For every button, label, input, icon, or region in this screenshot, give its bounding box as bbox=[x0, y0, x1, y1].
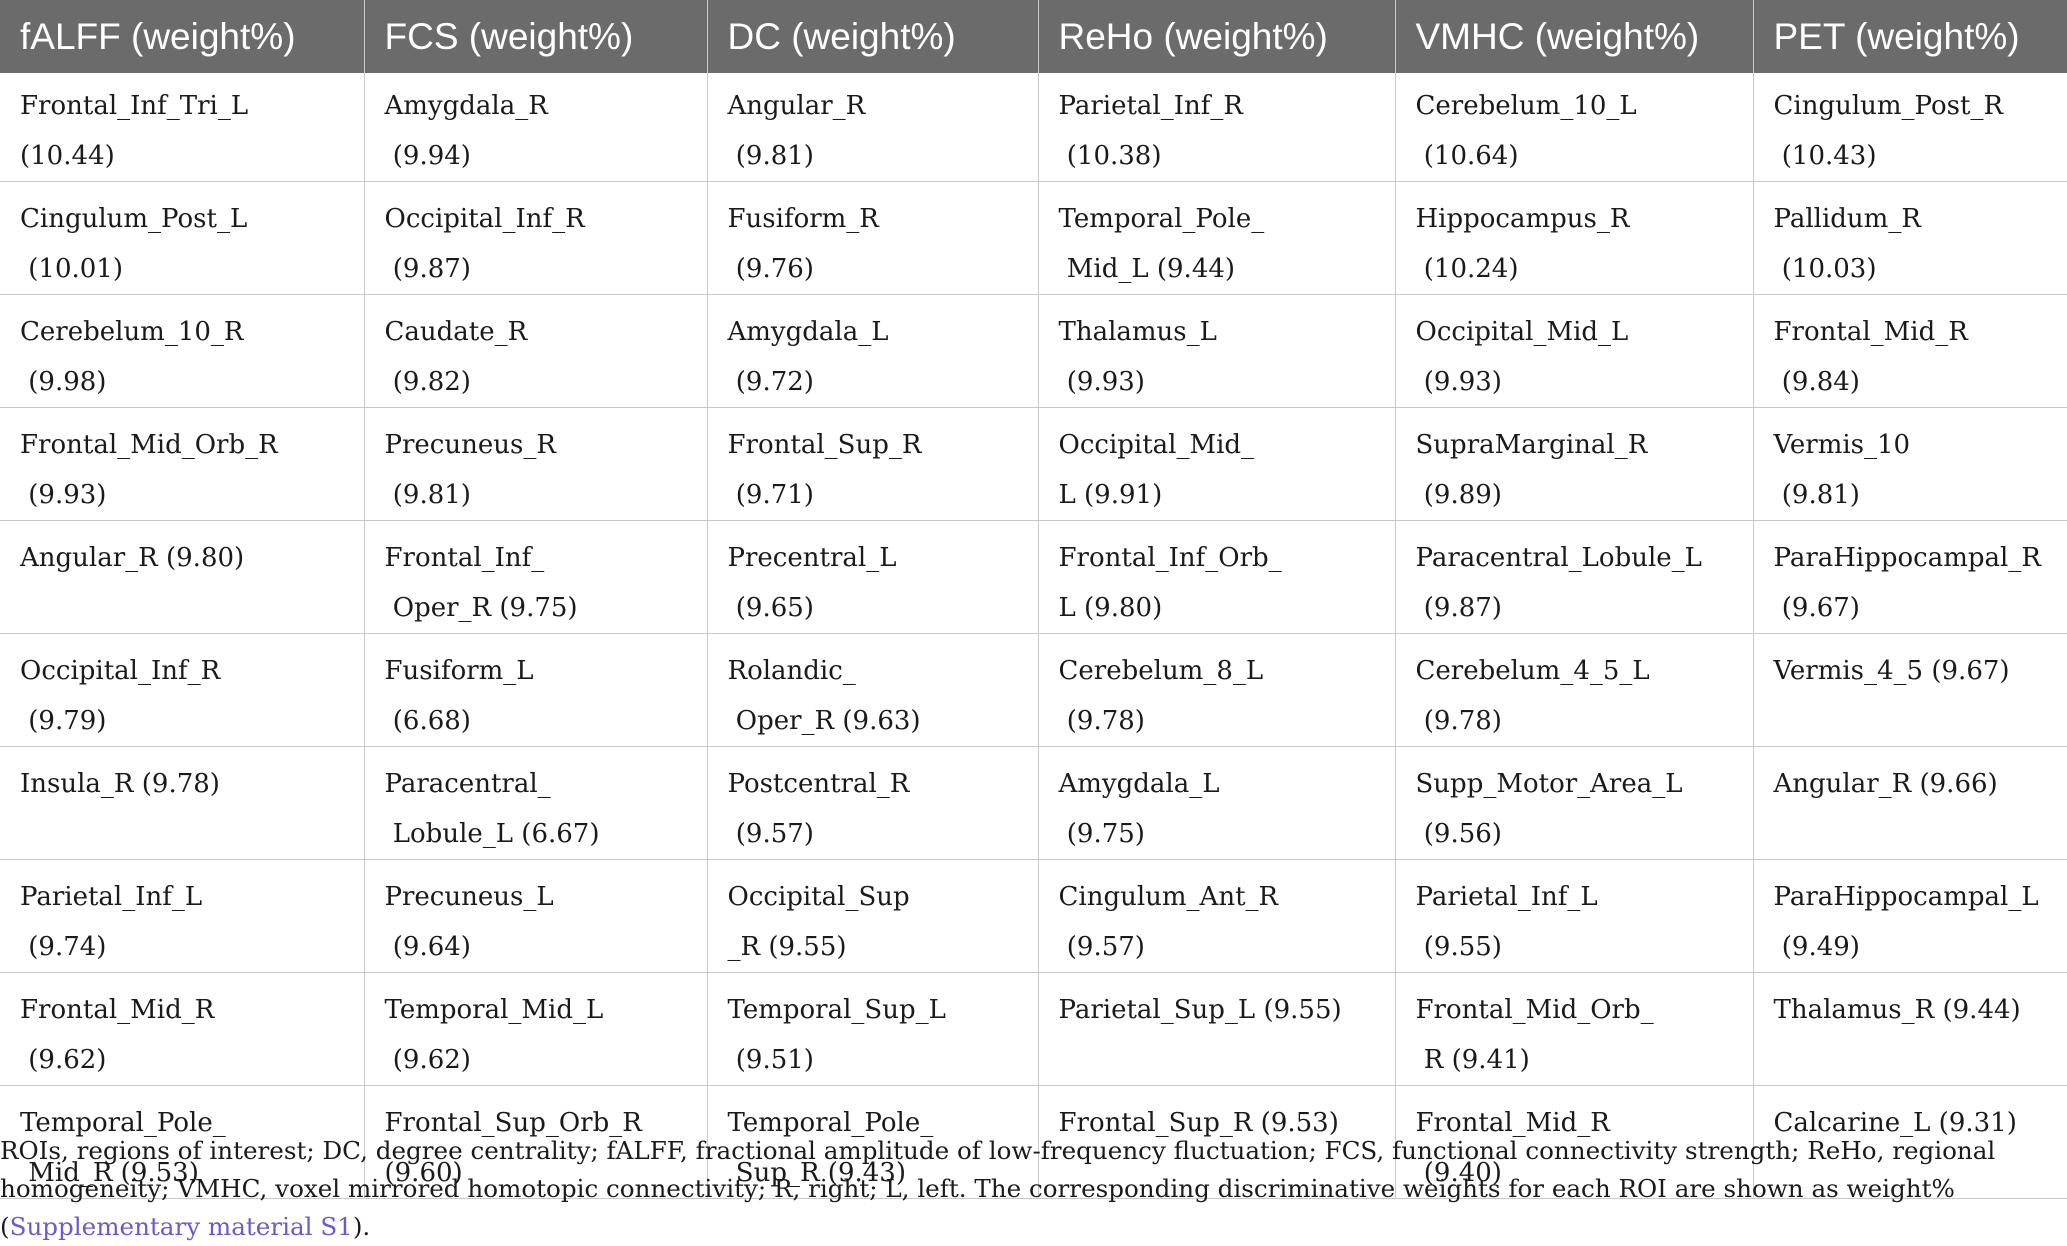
table-cell: Paracentral_Lobule_L (9.87) bbox=[1395, 520, 1754, 634]
table-cell: Parietal_Inf_L (9.55) bbox=[1395, 859, 1754, 973]
table-cell: Parietal_Sup_L (9.55) bbox=[1038, 972, 1396, 1086]
table-cell: Cerebelum_4_5_L (9.78) bbox=[1395, 633, 1754, 747]
table-cell: Temporal_Pole_ Sup_R (9.43) bbox=[707, 1085, 1039, 1199]
table-cell: Cingulum_Post_R (10.43) bbox=[1753, 73, 2067, 182]
table-cell: Frontal_Sup_Orb_R (9.60) bbox=[364, 1085, 708, 1199]
header-vmhc: VMHC (weight%) bbox=[1395, 0, 1754, 73]
table-cell: Precuneus_R (9.81) bbox=[364, 407, 708, 521]
table-cell: Amygdala_R (9.94) bbox=[364, 73, 708, 182]
footnote-closing: ). bbox=[352, 1212, 371, 1241]
table-cell: Cerebelum_8_L (9.78) bbox=[1038, 633, 1396, 747]
table-cell: Temporal_Mid_L (9.62) bbox=[364, 972, 708, 1086]
table-cell: Paracentral_ Lobule_L (6.67) bbox=[364, 746, 708, 860]
table-cell: Precuneus_L (9.64) bbox=[364, 859, 708, 973]
table-cell: Precentral_L (9.65) bbox=[707, 520, 1039, 634]
table-cell: Postcentral_R (9.57) bbox=[707, 746, 1039, 860]
table-header-row: fALFF (weight%) FCS (weight%) DC (weight… bbox=[0, 0, 2067, 73]
table-cell: Frontal_Sup_R (9.71) bbox=[707, 407, 1039, 521]
table-cell: Calcarine_L (9.31) bbox=[1753, 1085, 2067, 1199]
table-cell: Occipital_Mid_ L (9.91) bbox=[1038, 407, 1396, 521]
table-row: Parietal_Inf_L (9.74) Precuneus_L (9.64) O… bbox=[0, 859, 2067, 973]
table-row: Occipital_Inf_R (9.79) Fusiform_L (6.68) R… bbox=[0, 633, 2067, 747]
table-cell: Frontal_Mid_Orb_ R (9.41) bbox=[1395, 972, 1754, 1086]
table-cell: Angular_R (9.66) bbox=[1753, 746, 2067, 860]
table-cell: Parietal_Inf_L (9.74) bbox=[0, 859, 365, 973]
table-cell: Fusiform_L (6.68) bbox=[364, 633, 708, 747]
table-cell: ParaHippocampal_R (9.67) bbox=[1753, 520, 2067, 634]
table-cell: Fusiform_R (9.76) bbox=[707, 181, 1039, 295]
table-body: Frontal_Inf_Tri_L (10.44) Amygdala_R (9.9… bbox=[0, 73, 2067, 1199]
table-row: Angular_R (9.80) Frontal_Inf_ Oper_R (9.7… bbox=[0, 520, 2067, 634]
table-cell: Frontal_Inf_ Oper_R (9.75) bbox=[364, 520, 708, 634]
table-row: Cingulum_Post_L (10.01) Occipital_Inf_R (… bbox=[0, 181, 2067, 295]
table-cell: Temporal_Pole_ Mid_R (9.53) bbox=[0, 1085, 365, 1199]
header-falff: fALFF (weight%) bbox=[0, 0, 365, 73]
header-fcs: FCS (weight%) bbox=[364, 0, 708, 73]
table-cell: Amygdala_L (9.72) bbox=[707, 294, 1039, 408]
table-footnote: ROIs, regions of interest; DC, degree ce… bbox=[0, 1132, 2060, 1246]
table-cell: SupraMarginal_R (9.89) bbox=[1395, 407, 1754, 521]
table-cell: Cerebelum_10_L (10.64) bbox=[1395, 73, 1754, 182]
table-cell: Cingulum_Ant_R (9.57) bbox=[1038, 859, 1396, 973]
table-cell: Thalamus_L (9.93) bbox=[1038, 294, 1396, 408]
table-cell: Frontal_Mid_R (9.84) bbox=[1753, 294, 2067, 408]
table-row: Cerebelum_10_R (9.98) Caudate_R (9.82) Amy… bbox=[0, 294, 2067, 408]
table-cell: Occipital_Inf_R (9.87) bbox=[364, 181, 708, 295]
supplementary-link[interactable]: Supplementary material S1 bbox=[9, 1212, 353, 1241]
table-row: Temporal_Pole_ Mid_R (9.53) Frontal_Sup_O… bbox=[0, 1085, 2067, 1199]
table-row: Insula_R (9.78) Paracentral_ Lobule_L (6.… bbox=[0, 746, 2067, 860]
table-cell: Hippocampus_R (10.24) bbox=[1395, 181, 1754, 295]
table-cell: Angular_R (9.80) bbox=[0, 520, 365, 634]
table-cell: Cerebelum_10_R (9.98) bbox=[0, 294, 365, 408]
table-cell: Frontal_Inf_Tri_L (10.44) bbox=[0, 73, 365, 182]
table-cell: Amygdala_L (9.75) bbox=[1038, 746, 1396, 860]
table-cell: Occipital_Inf_R (9.79) bbox=[0, 633, 365, 747]
table-cell: Vermis_10 (9.81) bbox=[1753, 407, 2067, 521]
table-cell: Frontal_Mid_R (9.40) bbox=[1395, 1085, 1754, 1199]
table-cell: Insula_R (9.78) bbox=[0, 746, 365, 860]
footnote-text: ROIs, regions of interest; DC, degree ce… bbox=[0, 1136, 1996, 1241]
table-cell: Thalamus_R (9.44) bbox=[1753, 972, 2067, 1086]
table-cell: Temporal_Sup_L (9.51) bbox=[707, 972, 1039, 1086]
table-row: Frontal_Mid_Orb_R (9.93) Precuneus_R (9.8… bbox=[0, 407, 2067, 521]
table-cell: Frontal_Inf_Orb_ L (9.80) bbox=[1038, 520, 1396, 634]
table-cell: Supp_Motor_Area_L (9.56) bbox=[1395, 746, 1754, 860]
table-cell: Rolandic_ Oper_R (9.63) bbox=[707, 633, 1039, 747]
table-cell: Pallidum_R (10.03) bbox=[1753, 181, 2067, 295]
table-cell: Occipital_Mid_L (9.93) bbox=[1395, 294, 1754, 408]
table-row: Frontal_Inf_Tri_L (10.44) Amygdala_R (9.9… bbox=[0, 73, 2067, 182]
table-row: Frontal_Mid_R (9.62) Temporal_Mid_L (9.62… bbox=[0, 972, 2067, 1086]
table-cell: Cingulum_Post_L (10.01) bbox=[0, 181, 365, 295]
table-cell: Parietal_Inf_R (10.38) bbox=[1038, 73, 1396, 182]
table-cell: Occipital_Sup _R (9.55) bbox=[707, 859, 1039, 973]
table-cell: ParaHippocampal_L (9.49) bbox=[1753, 859, 2067, 973]
table-cell: Frontal_Sup_R (9.53) bbox=[1038, 1085, 1396, 1199]
roi-weights-table: fALFF (weight%) FCS (weight%) DC (weight… bbox=[0, 0, 2067, 1199]
table-cell: Caudate_R (9.82) bbox=[364, 294, 708, 408]
table-cell: Angular_R (9.81) bbox=[707, 73, 1039, 182]
table-cell: Frontal_Mid_R (9.62) bbox=[0, 972, 365, 1086]
header-dc: DC (weight%) bbox=[707, 0, 1039, 73]
table-cell: Vermis_4_5 (9.67) bbox=[1753, 633, 2067, 747]
header-reho: ReHo (weight%) bbox=[1038, 0, 1396, 73]
table-cell: Frontal_Mid_Orb_R (9.93) bbox=[0, 407, 365, 521]
header-pet: PET (weight%) bbox=[1753, 0, 2067, 73]
table-cell: Temporal_Pole_ Mid_L (9.44) bbox=[1038, 181, 1396, 295]
